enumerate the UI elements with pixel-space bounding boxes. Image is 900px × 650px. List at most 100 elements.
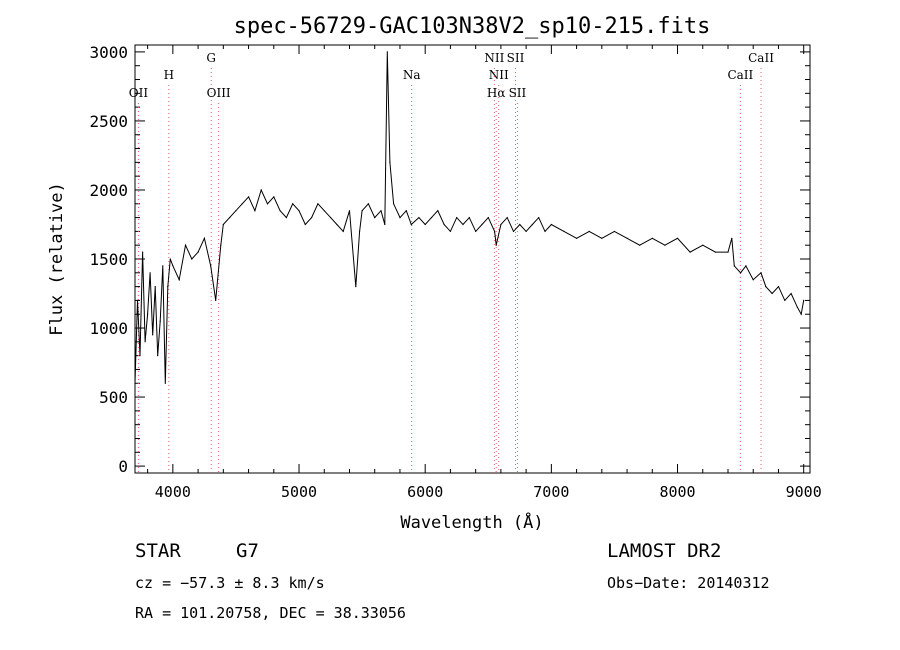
spectrum-point	[563, 230, 565, 232]
spectral-line-label: NII	[489, 68, 509, 82]
spectrum-point	[495, 244, 497, 246]
spectrum-point	[790, 292, 792, 295]
spectrum-point	[733, 265, 735, 267]
series-group	[134, 51, 805, 384]
spectrum-point	[164, 382, 166, 384]
spectral-line-label: NII	[484, 51, 504, 65]
spectrum-point	[162, 265, 164, 267]
spectrum-point	[512, 230, 515, 232]
y-tick-label: 500	[99, 388, 128, 407]
y-tick-label: 1000	[89, 319, 128, 338]
spectrum-point	[506, 217, 508, 219]
spectrum-point	[361, 210, 363, 212]
spectrum-point	[210, 265, 212, 267]
spectrum-point	[355, 286, 357, 288]
spectrum-point	[393, 203, 395, 205]
spectrum-point	[760, 272, 762, 274]
spectrum-point	[220, 244, 222, 246]
spectrum-point	[544, 230, 546, 232]
spectrum-point	[152, 334, 154, 336]
spectrum-point	[348, 210, 351, 212]
spectrum-point	[613, 230, 616, 232]
y-tick-label: 3000	[89, 43, 128, 62]
spectrum-point	[702, 244, 704, 246]
spectrum-point	[487, 217, 489, 219]
redshift-text: cz = −57.3 ± 8.3 km/s	[135, 574, 325, 592]
spectrum-point	[169, 258, 171, 260]
subclass-label: G7	[236, 540, 259, 562]
spectrum-point	[481, 223, 483, 226]
spectrum-point	[800, 313, 802, 315]
spectrum-point	[500, 223, 502, 226]
spectrum-point	[144, 341, 146, 343]
spectrum-point	[784, 299, 786, 301]
spectrum-point	[550, 223, 553, 226]
spectrum-point	[147, 313, 149, 315]
spectrum-point	[601, 237, 603, 239]
spectrum-point	[588, 230, 590, 232]
spectrum-chart: 4000 5000 6000 7000 8000 9000 0 500 1000 1500 200…	[47, 14, 822, 533]
x-tick-label: 9000	[786, 483, 822, 501]
spectrum-point	[777, 286, 780, 288]
spectral-line-label: CaII	[727, 68, 753, 82]
coordinates-text: RA = 101.20758, DEC = 38.33056	[135, 604, 406, 622]
spectrum-point	[410, 223, 412, 226]
spectrum-point	[279, 210, 281, 212]
spectrum-point	[389, 161, 391, 163]
spectrum-point	[154, 286, 156, 288]
spectrum-point	[215, 299, 217, 301]
spectrum-point	[399, 217, 401, 219]
obs-date-text: Obs−Date: 20140312	[607, 574, 770, 592]
x-axis: 4000 5000 6000 7000 8000 9000	[147, 45, 822, 501]
y-tick-label: 0	[118, 457, 128, 476]
spectrum-point	[449, 230, 451, 232]
spectrum-point	[149, 272, 151, 274]
spectrum-point	[771, 292, 773, 295]
spectrum-point	[651, 237, 653, 239]
chart-title: spec-56729-GAC103N38V2_sp10-215.fits	[234, 14, 711, 39]
spectrum-point	[430, 217, 433, 219]
spectrum-point	[235, 210, 237, 212]
spectrum-point	[336, 223, 338, 226]
spectrum-point	[260, 189, 262, 191]
y-tick-label: 2000	[89, 181, 128, 200]
spectrum-point	[139, 355, 141, 357]
spectrum-point	[197, 251, 199, 253]
spectrum-point	[796, 306, 799, 308]
spectrum-point	[803, 299, 805, 301]
spectrum-point	[405, 210, 407, 212]
spectral-line-label: SII	[509, 86, 527, 100]
spectral-line-label: CaII	[748, 51, 774, 65]
spectrum-point	[626, 237, 628, 239]
spectral-line-label: Hα	[487, 86, 506, 100]
spectrum-point	[311, 217, 313, 219]
spectrum-point	[531, 223, 534, 226]
spectrum-point	[752, 279, 754, 281]
spectrum-point	[418, 217, 420, 219]
spectral-line-label: H	[164, 68, 174, 82]
spectrum-point	[178, 279, 180, 281]
survey-label: LAMOST DR2	[607, 540, 722, 562]
y-axis: 0 500 1000 1500 2000 2500 3000	[89, 43, 810, 476]
spectrum-point	[384, 223, 386, 226]
spectrum-point	[142, 251, 144, 253]
spectrum-point	[456, 217, 458, 219]
spectrum-point	[731, 237, 733, 239]
spectrum-point	[639, 244, 641, 246]
spectrum-point	[689, 251, 691, 253]
spectrum-point	[740, 272, 742, 274]
spectrum-point	[745, 265, 747, 267]
spectrum-point	[676, 237, 679, 239]
plot-frame	[134, 44, 811, 474]
x-tick-label: 5000	[281, 483, 317, 501]
spectrum-point	[248, 196, 250, 198]
x-axis-label: Wavelength (Å)	[400, 511, 543, 533]
spectral-line-label: OII	[129, 86, 149, 100]
spectrum-point	[475, 230, 477, 232]
spectrum-point	[424, 223, 426, 226]
spectrum-point	[317, 203, 319, 205]
spectrum-point	[254, 210, 256, 212]
class-label: STAR	[135, 540, 181, 562]
spectrum-point	[367, 203, 369, 205]
